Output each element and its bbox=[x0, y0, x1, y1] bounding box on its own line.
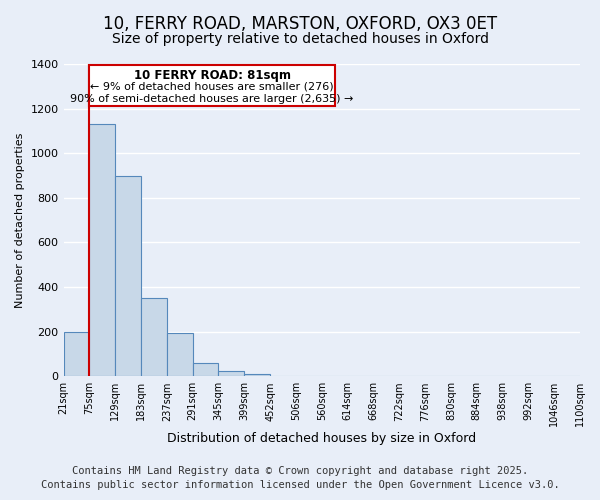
Bar bbox=[64, 332, 89, 376]
Bar bbox=[89, 124, 115, 376]
Bar bbox=[141, 298, 167, 376]
Y-axis label: Number of detached properties: Number of detached properties bbox=[15, 132, 25, 308]
Bar bbox=[167, 333, 193, 376]
Text: 10 FERRY ROAD: 81sqm: 10 FERRY ROAD: 81sqm bbox=[134, 69, 290, 82]
Bar bbox=[193, 363, 218, 376]
Text: 90% of semi-detached houses are larger (2,635) →: 90% of semi-detached houses are larger (… bbox=[70, 94, 354, 104]
Text: 10, FERRY ROAD, MARSTON, OXFORD, OX3 0ET: 10, FERRY ROAD, MARSTON, OXFORD, OX3 0ET bbox=[103, 15, 497, 33]
Bar bbox=[244, 374, 270, 376]
Text: Size of property relative to detached houses in Oxford: Size of property relative to detached ho… bbox=[112, 32, 488, 46]
Bar bbox=[89, 65, 335, 106]
Bar bbox=[218, 371, 244, 376]
Bar bbox=[115, 176, 141, 376]
Text: Contains HM Land Registry data © Crown copyright and database right 2025.
Contai: Contains HM Land Registry data © Crown c… bbox=[41, 466, 559, 490]
X-axis label: Distribution of detached houses by size in Oxford: Distribution of detached houses by size … bbox=[167, 432, 476, 445]
Text: ← 9% of detached houses are smaller (276): ← 9% of detached houses are smaller (276… bbox=[90, 82, 334, 92]
